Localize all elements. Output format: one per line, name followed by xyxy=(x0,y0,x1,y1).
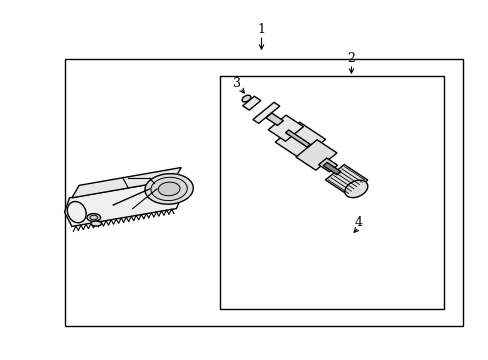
Polygon shape xyxy=(72,167,181,198)
Text: 3: 3 xyxy=(233,77,241,90)
Bar xyxy=(64,59,462,327)
Polygon shape xyxy=(323,162,340,175)
Ellipse shape xyxy=(242,95,250,102)
Ellipse shape xyxy=(91,221,102,226)
Polygon shape xyxy=(64,180,183,226)
Ellipse shape xyxy=(87,213,101,221)
Polygon shape xyxy=(267,115,303,141)
Ellipse shape xyxy=(158,182,180,196)
Ellipse shape xyxy=(344,180,367,198)
Polygon shape xyxy=(265,113,283,126)
Ellipse shape xyxy=(90,215,98,220)
Text: 2: 2 xyxy=(347,52,355,65)
Text: 1: 1 xyxy=(257,23,265,36)
Polygon shape xyxy=(275,122,325,159)
Bar xyxy=(220,76,443,309)
Ellipse shape xyxy=(67,202,86,223)
Ellipse shape xyxy=(151,177,187,201)
Polygon shape xyxy=(318,158,337,172)
Polygon shape xyxy=(295,140,336,170)
Polygon shape xyxy=(252,102,279,123)
Ellipse shape xyxy=(144,174,193,204)
Text: 4: 4 xyxy=(354,216,362,229)
Polygon shape xyxy=(325,165,367,195)
Polygon shape xyxy=(285,130,310,147)
Polygon shape xyxy=(242,96,261,110)
